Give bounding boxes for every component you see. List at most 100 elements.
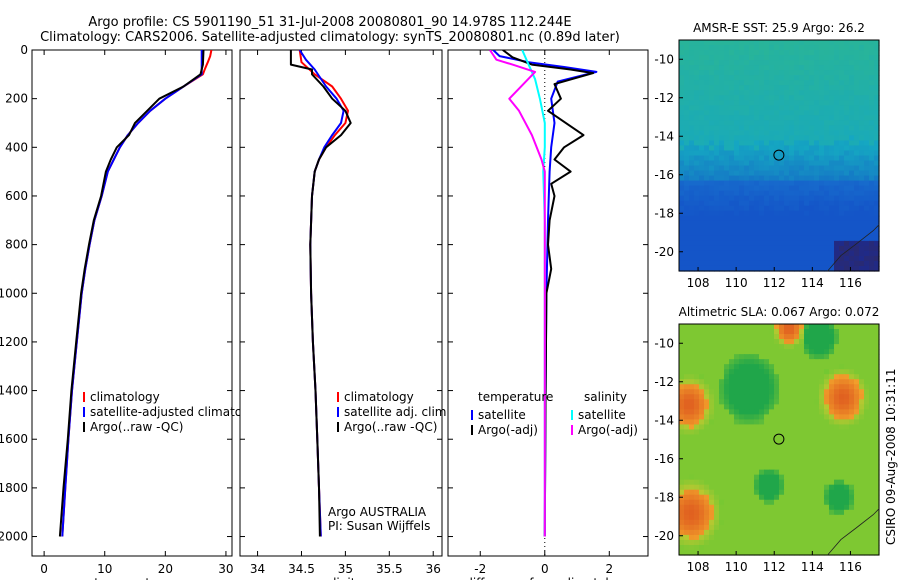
amsr-sst-map-cell <box>679 85 685 91</box>
altimetric-sla-map-cell <box>744 404 750 410</box>
altimetric-sla-map-cell <box>719 334 725 340</box>
amsr-sst-map-cell <box>714 230 720 237</box>
amsr-sst-map-cell <box>819 65 825 71</box>
amsr-sst-map-cell <box>824 245 830 252</box>
altimetric-sla-map-cell <box>759 409 765 415</box>
altimetric-sla-map-cell <box>849 484 855 491</box>
amsr-sst-map-cell <box>689 195 695 202</box>
amsr-sst-map-cell <box>864 220 870 227</box>
altimetric-sla-map-cell <box>739 489 745 496</box>
altimetric-sla-map-cell <box>749 379 755 385</box>
altimetric-sla-map-cell <box>794 379 800 385</box>
amsr-sst-map-cell <box>824 120 830 126</box>
altimetric-sla-map-cell <box>799 369 805 375</box>
altimetric-sla-map-cell <box>789 389 795 395</box>
amsr-sst-map-cell <box>759 85 765 91</box>
amsr-sst-map-cell <box>799 170 805 177</box>
amsr-sst-map-cell <box>704 185 710 192</box>
amsr-sst-map-cell <box>764 70 770 76</box>
altimetric-sla-map-cell <box>699 549 705 556</box>
amsr-sst-map-cell <box>684 70 690 76</box>
altimetric-sla-map-cell <box>754 359 760 365</box>
amsr-sst-map-cell <box>874 40 880 46</box>
altimetric-sla-map-cell <box>874 384 880 390</box>
altimetric-sla-map-cell <box>759 369 765 375</box>
amsr-sst-map-cell <box>689 170 695 177</box>
amsr-sst-map-cell <box>854 130 860 137</box>
amsr-sst-map-cell <box>744 165 750 172</box>
amsr-sst-map-cell <box>764 140 770 147</box>
amsr-sst-map-cell <box>769 140 775 147</box>
amsr-sst-map-cell <box>744 170 750 177</box>
altimetric-sla-map-cell <box>769 519 775 526</box>
altimetric-sla-map-cell <box>794 514 800 521</box>
amsr-sst-map-cell <box>694 265 700 272</box>
altimetric-sla-map-cell <box>864 409 870 415</box>
altimetric-sla-map-cell <box>849 389 855 395</box>
altimetric-sla-map-cell <box>869 444 875 451</box>
altimetric-sla-map-cell <box>734 449 740 456</box>
altimetric-sla-map-cell <box>869 349 875 355</box>
altimetric-sla-map-cell <box>699 469 705 476</box>
amsr-sst-map-cell <box>764 75 770 81</box>
amsr-sst-map-cell <box>749 150 755 157</box>
altimetric-sla-map-cell <box>769 369 775 375</box>
amsr-sst-map-cell <box>724 210 730 217</box>
altimetric-sla-map-cell <box>849 324 855 330</box>
altimetric-sla-map-cell <box>719 524 725 531</box>
altimetric-sla-map-cell <box>779 444 785 451</box>
altimetric-sla-map-cell <box>854 519 860 526</box>
amsr-sst-map-cell <box>734 120 740 126</box>
amsr-sst-map-cell <box>854 120 860 126</box>
altimetric-sla-map-cell <box>709 504 715 511</box>
altimetric-sla-map-cell <box>869 374 875 380</box>
amsr-sst-map-cell <box>794 165 800 172</box>
amsr-sst-map-cell <box>769 100 775 106</box>
altimetric-sla-map-cell <box>849 354 855 360</box>
altimetric-sla-map-cell <box>704 489 710 496</box>
amsr-sst-map-cell <box>724 70 730 76</box>
altimetric-sla-map-cell <box>784 444 790 451</box>
altimetric-sla-map-cell <box>709 354 715 360</box>
amsr-sst-map-cell <box>859 165 865 172</box>
amsr-sst-map-cell <box>744 125 750 131</box>
amsr-sst-map-cell <box>814 50 820 56</box>
amsr-sst-map-cell <box>724 80 730 86</box>
amsr-sst-map-cell <box>679 245 685 252</box>
amsr-sst-map-cell <box>754 140 760 147</box>
amsr-sst-map-cell <box>679 110 685 116</box>
altimetric-sla-map-cell <box>749 434 755 441</box>
amsr-sst-map-cell <box>779 195 785 202</box>
altimetric-sla-map-cell <box>814 549 820 556</box>
altimetric-sla-map-cell <box>739 459 745 466</box>
altimetric-sla-map-cell <box>679 394 685 400</box>
amsr-sst-map-cell <box>804 55 810 61</box>
altimetric-sla-map-cell <box>714 354 720 360</box>
amsr-sst-map-cell <box>799 80 805 86</box>
amsr-sst-map-cell <box>679 150 685 157</box>
amsr-sst-map-argo-marker <box>773 149 785 161</box>
altimetric-sla-map-cell <box>799 439 805 446</box>
altimetric-sla-map-cell <box>694 514 700 521</box>
amsr-sst-map-cell <box>724 195 730 202</box>
temperature-profile-ytick-label: 800 <box>5 238 28 252</box>
altimetric-sla-map-cell <box>679 434 685 441</box>
amsr-sst-map-cell <box>839 160 845 167</box>
altimetric-sla-map-cell <box>809 449 815 456</box>
amsr-sst-map-cell <box>749 75 755 81</box>
amsr-sst-map-cell <box>759 60 765 66</box>
amsr-sst-map-cell <box>829 145 835 152</box>
amsr-sst-map-ytick-label: -12 <box>654 91 674 105</box>
altimetric-sla-map-cell <box>859 334 865 340</box>
amsr-sst-map-cell <box>869 100 875 106</box>
amsr-sst-map-cell <box>839 235 845 242</box>
altimetric-sla-map-cell <box>809 364 815 370</box>
amsr-sst-map-cell <box>754 80 760 86</box>
amsr-sst-map-cell <box>749 235 755 242</box>
amsr-sst-map-cell <box>789 125 795 131</box>
amsr-sst-map-cell <box>794 250 800 257</box>
amsr-sst-map-cell <box>854 175 860 182</box>
amsr-sst-map-cell <box>869 240 875 247</box>
altimetric-sla-map-cell <box>834 384 840 390</box>
altimetric-sla-map-cell <box>799 324 805 330</box>
